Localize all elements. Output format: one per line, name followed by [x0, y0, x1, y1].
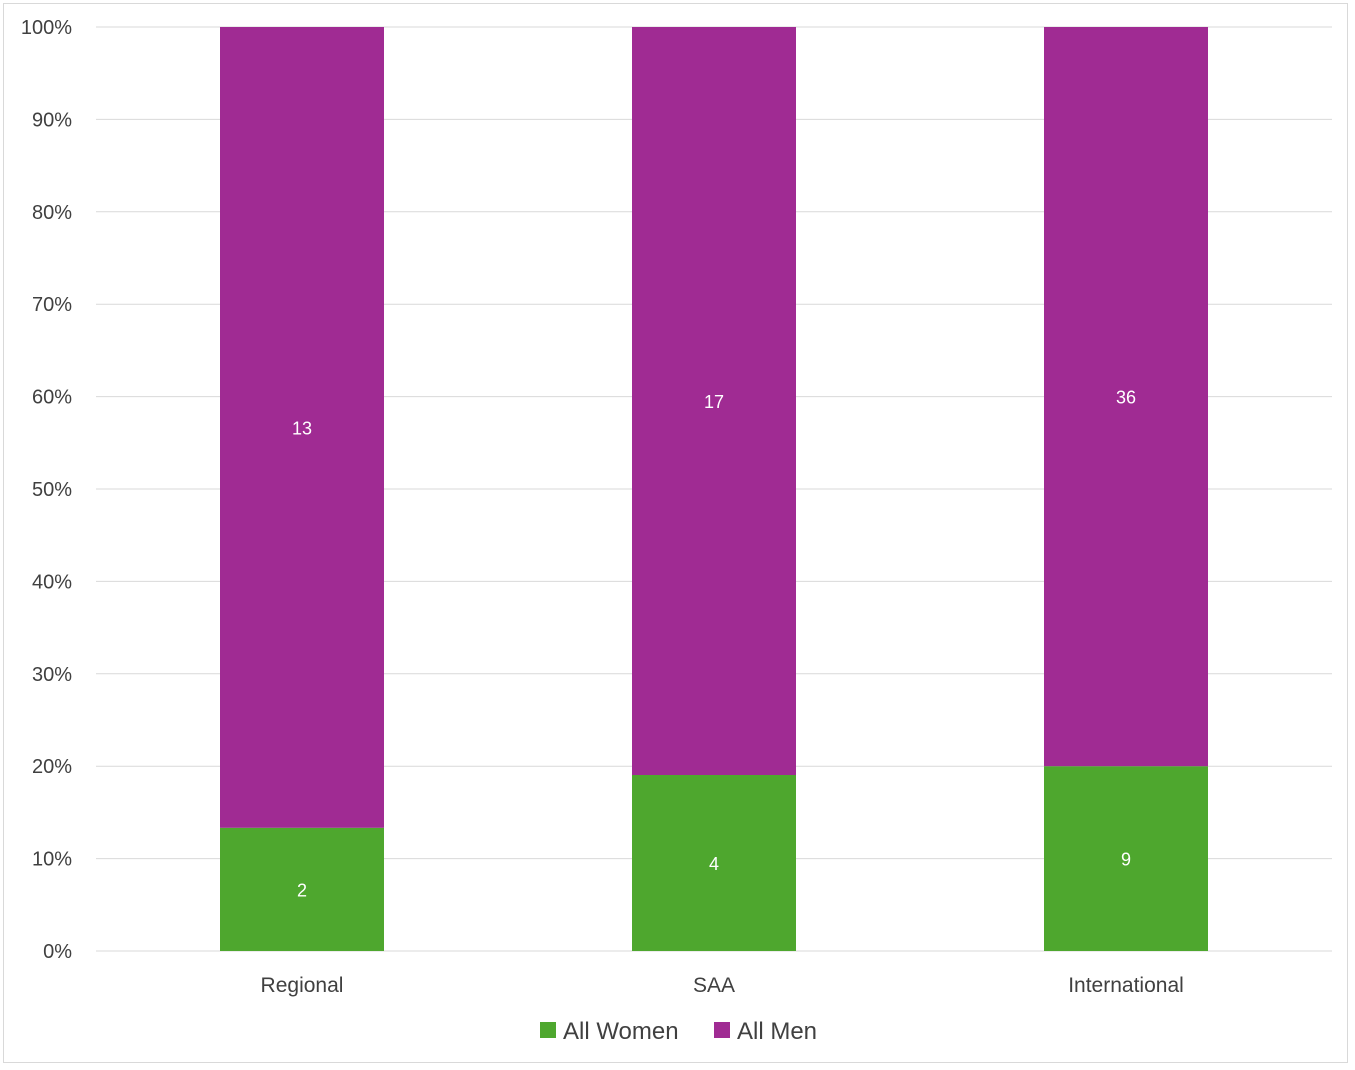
y-tick-label: 20%	[32, 756, 72, 778]
bars	[220, 27, 1208, 951]
legend-label: All Men	[737, 1018, 817, 1045]
y-tick-label: 60%	[32, 387, 72, 409]
y-tick-label: 10%	[32, 849, 72, 871]
legend-label: All Women	[563, 1018, 679, 1045]
bar-segment-all-women-saa	[632, 775, 796, 951]
y-tick-label: 50%	[32, 479, 72, 501]
y-tick-label: 70%	[32, 294, 72, 316]
data-label: 2	[297, 880, 307, 900]
data-label: 4	[709, 854, 719, 874]
data-labels: 2 13 4 17 9 36	[292, 388, 1136, 901]
x-axis-category-labels: Regional SAA International	[261, 974, 1184, 997]
y-axis-tick-labels: 0% 10% 20% 30% 40% 50% 60% 70% 80% 90% 100%	[21, 17, 72, 963]
bar-segment-all-men-regional	[220, 27, 384, 828]
y-tick-label: 30%	[32, 664, 72, 686]
y-tick-label: 40%	[32, 571, 72, 593]
bar-segment-all-women-regional	[220, 827, 384, 951]
data-label: 9	[1121, 850, 1131, 870]
x-category-label: Regional	[261, 974, 344, 997]
y-tick-label: 80%	[32, 202, 72, 224]
data-label: 17	[704, 392, 724, 412]
bar-segment-all-men-international	[1044, 27, 1208, 767]
x-category-label: SAA	[693, 974, 735, 997]
y-tick-label: 100%	[21, 17, 72, 39]
data-label: 36	[1116, 388, 1136, 408]
legend-swatch	[540, 1022, 556, 1038]
y-tick-label: 0%	[43, 941, 72, 963]
bar-segment-all-women-international	[1044, 766, 1208, 951]
x-category-label: International	[1068, 974, 1184, 997]
bar-segment-all-men-saa	[632, 27, 796, 775]
data-label: 13	[292, 418, 312, 438]
legend-swatch	[714, 1022, 730, 1038]
legend: All Women All Men	[540, 1018, 817, 1045]
y-tick-label: 90%	[32, 109, 72, 131]
